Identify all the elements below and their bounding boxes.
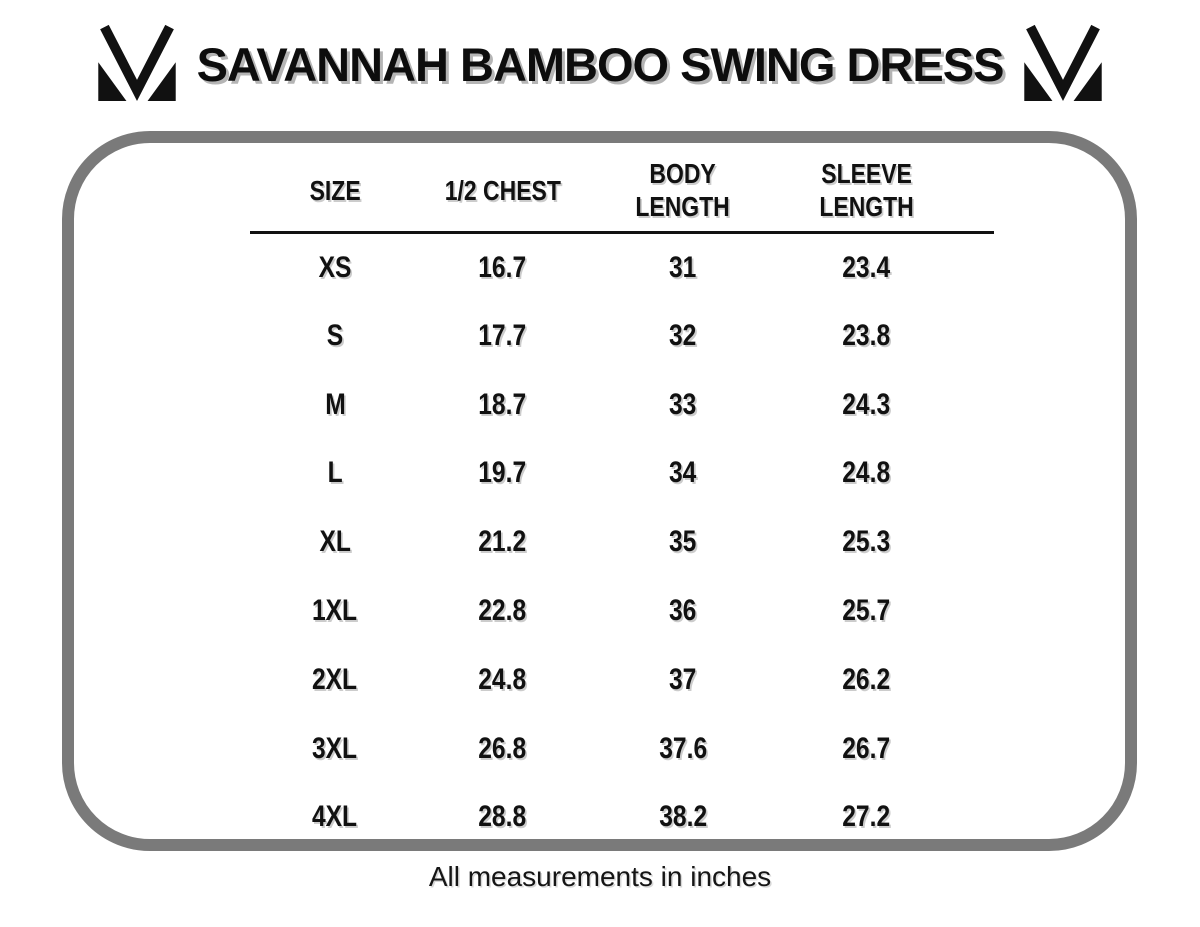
measurement-cell: 25.7 — [842, 593, 891, 627]
size-cell: M — [324, 387, 346, 421]
brand-header: SAVANNAH BAMBOO SWING DRESS — [0, 16, 1200, 112]
table-row: S 17.7 32 23.8 — [250, 301, 994, 370]
table-row: 1XL 22.8 36 25.7 — [250, 577, 994, 646]
measurement-cell: 26.7 — [842, 731, 891, 765]
measurement-cell: 26.8 — [478, 731, 527, 765]
measurement-cell: 28.8 — [478, 800, 527, 834]
table-body: XS 16.7 31 23.4 S 17.7 32 23.8 M 18.7 33 24.3 L 19.7 3… — [250, 233, 994, 852]
column-header: SLEEVE LENGTH — [781, 157, 994, 235]
size-cell: 2XL — [312, 662, 358, 696]
measurement-cell: 25.3 — [842, 525, 891, 559]
table-row: 3XL 26.8 37.6 26.7 — [250, 714, 994, 783]
measurement-cell: 37 — [669, 662, 697, 696]
measurement-cell: 24.8 — [478, 662, 527, 696]
page-title: SAVANNAH BAMBOO SWING DRESS — [196, 37, 1005, 91]
column-header: 1/2 CHEST — [420, 157, 585, 235]
table-header-row: SIZE 1/2 CHEST BODY LENGTH SLEEVE LENGTH — [250, 157, 994, 235]
table-row: XS 16.7 31 23.4 — [250, 233, 994, 302]
measurement-cell: 23.8 — [842, 318, 891, 352]
measurement-cell: 32 — [669, 318, 697, 352]
measurement-cell: 27.2 — [842, 800, 891, 834]
size-chart-border-box: SIZE 1/2 CHEST BODY LENGTH SLEEVE LENGTH XS… — [62, 131, 1137, 851]
measurement-cell: 36 — [669, 593, 697, 627]
measurement-cell: 26.2 — [842, 662, 891, 696]
m-brand-logo-right-icon — [1019, 23, 1107, 105]
measurement-cell: 37.6 — [659, 731, 707, 765]
measurement-cell: 24.3 — [842, 387, 891, 421]
measurement-cell: 31 — [669, 250, 697, 284]
measurement-cell: 33 — [669, 387, 697, 421]
measurement-cell: 34 — [669, 456, 697, 490]
column-header: SIZE — [250, 157, 420, 235]
measurement-cell: 17.7 — [478, 318, 527, 352]
measurement-cell: 16.7 — [478, 250, 527, 284]
table-row: 2XL 24.8 37 26.2 — [250, 645, 994, 714]
table-row: M 18.7 33 24.3 — [250, 370, 994, 439]
table-header: SIZE 1/2 CHEST BODY LENGTH SLEEVE LENGTH — [250, 157, 994, 235]
size-cell: XS — [318, 250, 352, 284]
table-row: L 19.7 34 24.8 — [250, 439, 994, 508]
measurement-cell: 21.2 — [478, 525, 527, 559]
measurement-cell: 38.2 — [659, 800, 707, 834]
measurement-cell: 22.8 — [478, 593, 527, 627]
size-cell: 1XL — [312, 593, 358, 627]
table-row: XL 21.2 35 25.3 — [250, 508, 994, 577]
measurement-cell: 24.8 — [842, 456, 891, 490]
column-header: BODY LENGTH — [585, 157, 781, 235]
measurement-cell: 35 — [669, 525, 697, 559]
size-cell: S — [326, 318, 344, 352]
measurements-footnote: All measurements in inches — [428, 861, 772, 892]
size-cell: L — [327, 456, 343, 490]
measurement-cell: 23.4 — [842, 250, 891, 284]
measurement-cell: 18.7 — [478, 387, 527, 421]
measurement-cell: 19.7 — [478, 456, 527, 490]
size-cell: 3XL — [312, 731, 358, 765]
m-brand-logo-left-icon — [93, 23, 181, 105]
table-row: 4XL 28.8 38.2 27.2 — [250, 783, 994, 852]
size-cell: 4XL — [312, 800, 358, 834]
size-chart-table: SIZE 1/2 CHEST BODY LENGTH SLEEVE LENGTH XS… — [250, 157, 994, 852]
size-cell: XL — [319, 525, 351, 559]
